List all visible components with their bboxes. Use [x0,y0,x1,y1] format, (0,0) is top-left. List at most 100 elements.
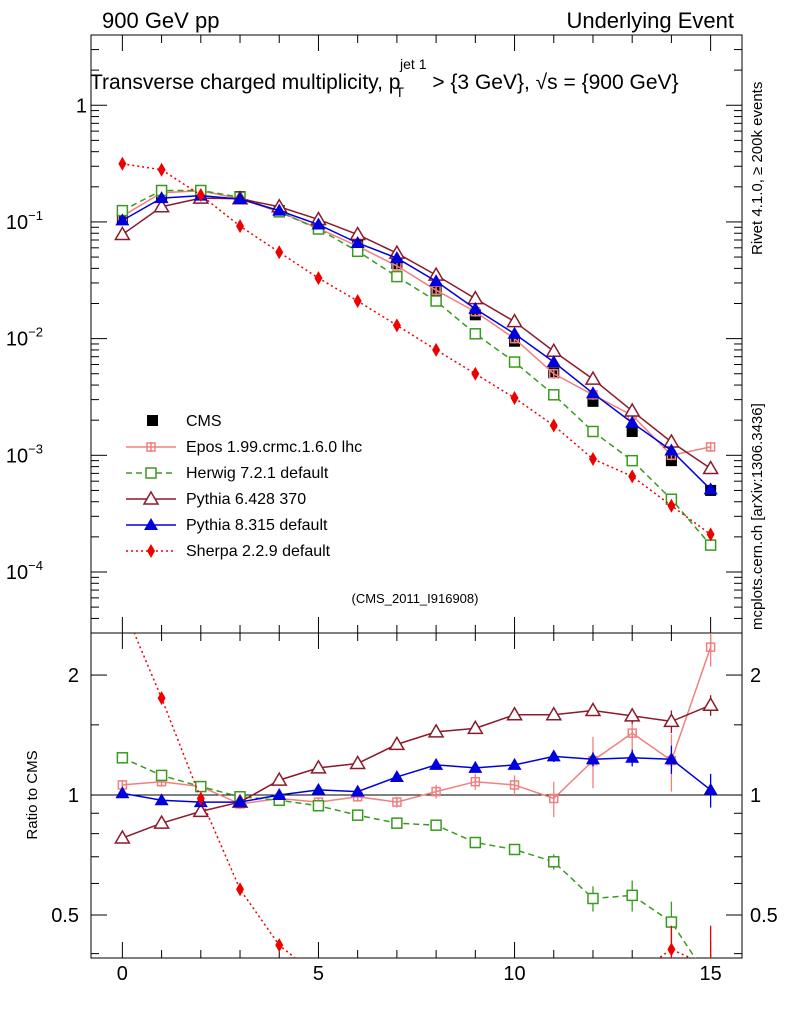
ratio-point-sherpa [667,942,676,957]
ratio-ytick-label: 1 [68,785,79,807]
plot-title-main: Transverse charged multiplicity, p [90,71,400,94]
legend-label-sherpa: Sherpa 2.2.9 default [186,543,331,560]
ratio-point-herwig [312,799,325,812]
point-pythia8 [625,415,640,428]
ratio-ytick-label: 0.5 [51,905,79,927]
point-cms [626,425,638,437]
ratio-point-pythia6 [192,802,210,818]
point-sherpa [118,156,127,171]
point-herwig [704,539,717,551]
ratio-series-group [114,598,719,1010]
point-pythia8 [350,235,365,248]
ratio-line-herwig [122,757,696,958]
point-herwig [508,356,521,368]
main-ytick-base: 10 [6,445,28,467]
ratio-series-sherpa [118,598,712,1010]
plot-title-sup: jet 1 [399,56,427,72]
legend-label-cms: CMS [186,413,222,430]
ratio-point-herwig [155,769,168,782]
point-sherpa [588,451,597,466]
main-ytick-label: 10−1 [6,208,43,234]
ratio-point-pythia6 [467,719,484,735]
point-sherpa [667,498,676,513]
ratio-point-pythia6 [702,696,719,711]
ratio-point-pythia8 [703,782,718,795]
legend-marker-pythia8 [144,518,158,530]
point-pythia8 [233,192,248,205]
ratio-point-herwig [469,836,482,849]
point-herwig [430,295,442,307]
ratio-point-pythia6 [349,754,366,770]
rivet-version-label: Rivet 4.1.0, ≥ 200k events [749,82,766,255]
point-pythia6 [623,402,641,417]
ratio-ytick-label-right: 2 [750,665,761,687]
point-cms [587,395,599,407]
ratio-ytick-label-right: 0.5 [750,905,778,927]
ratio-point-pythia6 [270,771,288,786]
legend-marker-herwig [145,467,157,479]
point-pythia6 [545,342,563,357]
ratio-ylabel: Ratio to CMS [24,750,41,839]
series-line-epos [121,190,711,457]
ratio-point-sherpa [275,938,284,953]
legend-entry-epos: Epos 1.99.crmc.1.6.0 lhc [126,439,362,456]
ratio-point-pythia6 [663,712,680,728]
analysis-id-label: (CMS_2011_I916908) [352,591,479,606]
ratio-point-herwig [626,889,638,902]
ratio-point-epos [470,776,481,787]
main-ytick-base: 10 [6,562,28,584]
ratio-point-pythia6 [506,706,523,721]
ratio-series-pythia8 [115,745,718,808]
ratio-point-pythia8 [389,769,404,782]
point-sherpa [392,318,401,333]
ratio-series-pythia6 [114,695,719,844]
ratio-point-herwig [391,817,403,829]
main-ytick-label: 10−2 [6,325,43,351]
point-pythia8 [585,386,600,399]
main-ytick-label: 1 [76,95,87,117]
ratio-point-herwig [351,809,364,821]
point-pythia8 [389,251,404,264]
point-sherpa [314,271,323,286]
point-pythia6 [702,460,719,475]
ratio-point-sherpa [354,980,362,994]
ratio-point-pythia8 [115,786,130,799]
main-ytick-base: 10 [6,212,28,234]
main-ytick-label: 10−4 [6,558,43,584]
point-pythia6 [506,313,523,328]
legend-marker-sherpa [147,544,155,558]
ratio-point-pythia8 [625,750,640,763]
legend: CMS Epos 1.99.crmc.1.6.0 lhc Herwig 7.2.… [126,413,362,560]
ratio-line-epos [122,646,712,805]
point-herwig [587,425,599,438]
ratio-ytick-label: 2 [68,665,79,687]
point-pythia8 [154,191,169,204]
ratio-point-pythia8 [507,757,522,770]
xtick-label: 0 [117,963,128,985]
plot-title: Transverse charged multiplicity, pTjet 1… [90,56,679,100]
legend-entry-cms: CMS [147,413,222,430]
event-class-label: Underlying Event [566,8,734,33]
xtick-label: 15 [700,963,722,985]
ratio-point-sherpa [196,791,205,806]
ratio-point-sherpa [393,996,401,1010]
ratio-point-pythia6 [310,759,327,774]
main-axis-ticks: 110−110−210−310−4 [6,34,742,634]
plot-title-sub: T [395,84,404,100]
ratio-point-epos [431,786,441,797]
main-ytick-exp: −4 [28,558,43,573]
ratio-point-epos [549,793,559,804]
ratio-point-pythia8 [311,782,326,795]
ratio-point-pythia8 [664,752,679,765]
legend-marker-cms [147,415,158,426]
legend-entry-herwig: Herwig 7.2.1 default [126,465,329,482]
point-pythia6 [584,370,602,385]
point-pythia8 [115,213,130,226]
point-pythia8 [429,274,444,287]
ratio-point-pythia6 [623,707,641,722]
ratio-point-sherpa [118,598,126,612]
ratio-point-herwig [508,843,521,856]
series-line-pythia8 [122,194,712,490]
point-herwig [626,454,638,467]
ratio-point-epos [627,728,637,739]
